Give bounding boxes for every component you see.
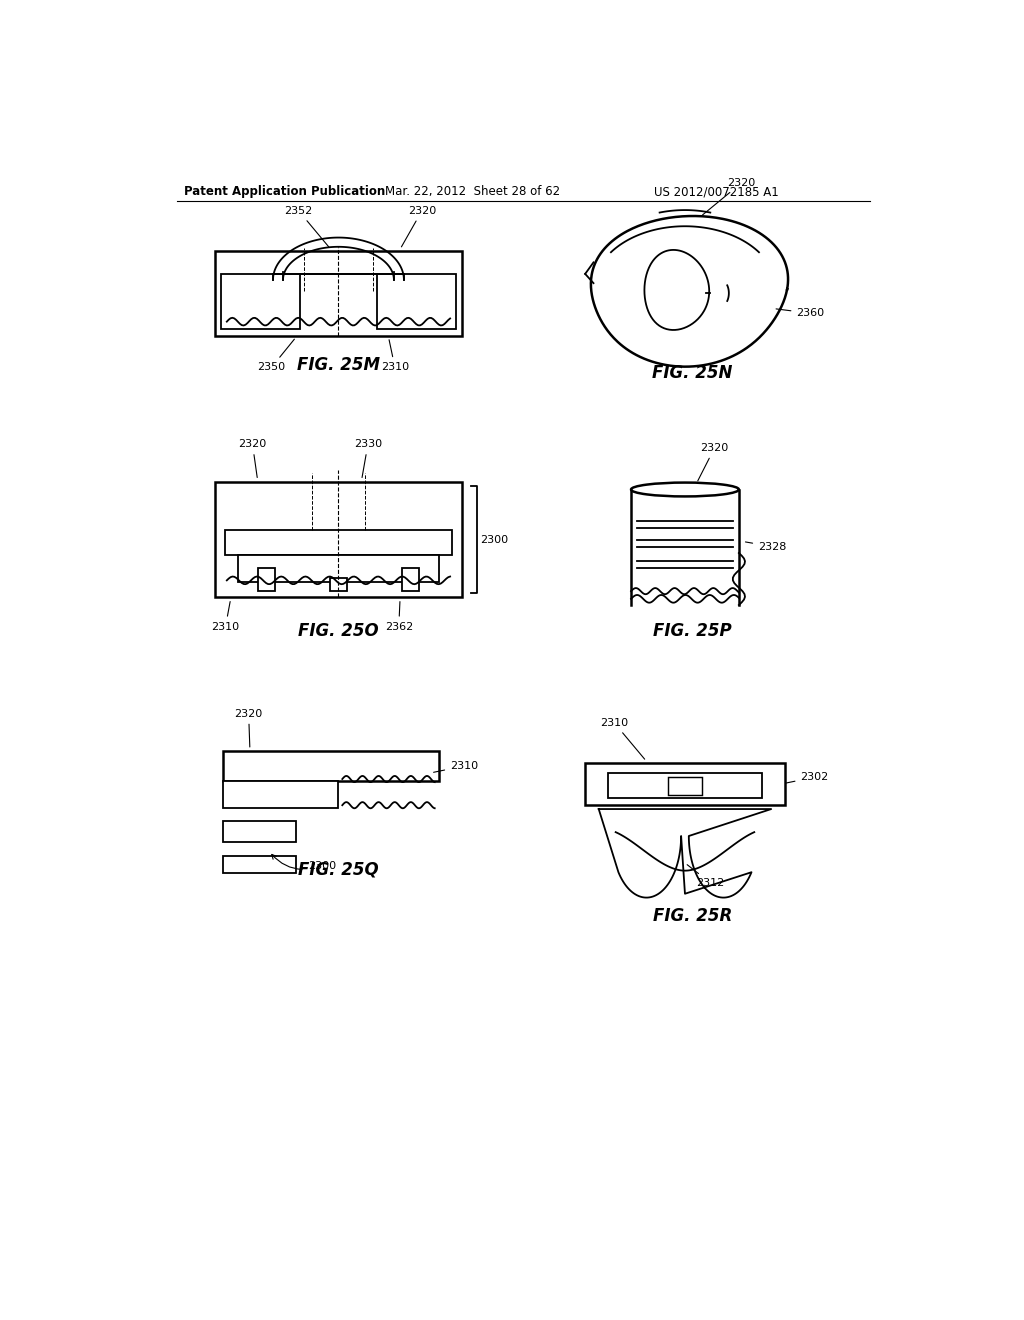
Bar	[215, 251, 462, 335]
Text: 2320: 2320	[702, 178, 756, 215]
Text: FIG. 25R: FIG. 25R	[653, 907, 732, 925]
Text: 2300: 2300	[271, 854, 336, 871]
Text: 2300: 2300	[480, 535, 508, 545]
Text: 2362: 2362	[385, 602, 413, 632]
Text: FIG. 25M: FIG. 25M	[297, 356, 380, 374]
Bar	[668, 776, 701, 795]
Bar	[258, 568, 274, 591]
Text: FIG. 25O: FIG. 25O	[298, 622, 379, 640]
Bar	[608, 774, 762, 797]
Text: 2310: 2310	[211, 602, 240, 632]
Text: Mar. 22, 2012  Sheet 28 of 62: Mar. 22, 2012 Sheet 28 of 62	[385, 185, 560, 198]
Text: 2360: 2360	[776, 309, 824, 318]
Bar	[223, 821, 296, 842]
Text: Patent Application Publication: Patent Application Publication	[184, 185, 386, 198]
Text: 2302: 2302	[784, 772, 828, 784]
Text: US 2012/0072185 A1: US 2012/0072185 A1	[654, 185, 779, 198]
Text: 2330: 2330	[354, 440, 382, 478]
Text: 2320: 2320	[697, 444, 729, 480]
Bar	[223, 857, 296, 873]
Text: 2352: 2352	[285, 206, 329, 247]
Bar	[239, 554, 438, 582]
Bar	[377, 275, 456, 330]
Ellipse shape	[631, 483, 739, 496]
Text: FIG. 25N: FIG. 25N	[652, 364, 733, 381]
Text: 2350: 2350	[258, 339, 294, 372]
Bar	[223, 751, 438, 780]
Text: 2312: 2312	[687, 865, 725, 888]
Text: 2310: 2310	[433, 762, 478, 772]
Text: 2320: 2320	[234, 709, 263, 747]
Bar	[224, 529, 453, 554]
Bar	[585, 763, 785, 805]
Text: 2310: 2310	[600, 718, 645, 759]
Text: FIG. 25P: FIG. 25P	[653, 622, 732, 640]
Bar	[402, 568, 419, 591]
Bar	[223, 780, 339, 808]
Bar	[215, 482, 462, 598]
Bar	[221, 275, 300, 330]
Text: 2328: 2328	[745, 541, 786, 552]
Text: 2320: 2320	[401, 206, 436, 247]
Text: 2320: 2320	[239, 440, 266, 478]
Text: 2310: 2310	[381, 339, 409, 372]
Text: FIG. 25Q: FIG. 25Q	[298, 861, 379, 879]
Bar	[330, 578, 347, 591]
